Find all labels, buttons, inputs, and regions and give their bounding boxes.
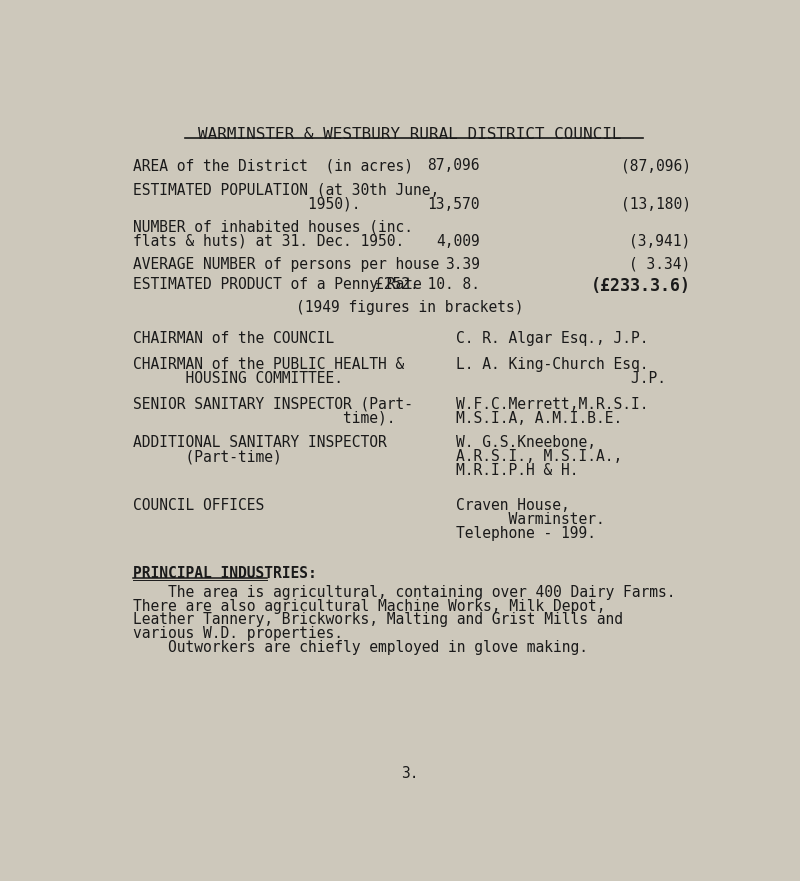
Text: CHAIRMAN of the PUBLIC HEALTH &: CHAIRMAN of the PUBLIC HEALTH & xyxy=(133,357,404,372)
Text: flats & huts) at 31. Dec. 1950.: flats & huts) at 31. Dec. 1950. xyxy=(133,233,404,248)
Text: ESTIMATED PRODUCT of a Penny Rate: ESTIMATED PRODUCT of a Penny Rate xyxy=(133,277,422,292)
Text: HOUSING COMMITTEE.: HOUSING COMMITTEE. xyxy=(133,371,342,386)
Text: (£233.3.6): (£233.3.6) xyxy=(590,277,690,294)
Text: J.P.: J.P. xyxy=(457,371,666,386)
Text: 4,009: 4,009 xyxy=(436,233,480,248)
Text: Craven House,: Craven House, xyxy=(457,499,570,514)
Text: PRINCIPAL INDUSTRIES:: PRINCIPAL INDUSTRIES: xyxy=(133,566,316,581)
Text: Warminster.: Warminster. xyxy=(457,512,606,528)
Text: NUMBER of inhabited houses (inc.: NUMBER of inhabited houses (inc. xyxy=(133,219,413,234)
Text: WARMINSTER & WESTBURY RURAL DISTRICT COUNCIL: WARMINSTER & WESTBURY RURAL DISTRICT COU… xyxy=(198,127,622,142)
Text: 3.: 3. xyxy=(402,766,418,781)
Text: SENIOR SANITARY INSPECTOR (Part-: SENIOR SANITARY INSPECTOR (Part- xyxy=(133,396,413,411)
Text: M.R.I.P.H & H.: M.R.I.P.H & H. xyxy=(457,463,579,478)
Text: AVERAGE NUMBER of persons per house: AVERAGE NUMBER of persons per house xyxy=(133,256,438,271)
Text: (1949 figures in brackets): (1949 figures in brackets) xyxy=(296,300,524,315)
Text: 3.39: 3.39 xyxy=(445,256,480,271)
Text: 1950).: 1950). xyxy=(133,196,360,211)
Text: Outworkers are chiefly employed in glove making.: Outworkers are chiefly employed in glove… xyxy=(133,640,587,655)
Text: ESTIMATED POPULATION (at 30th June,: ESTIMATED POPULATION (at 30th June, xyxy=(133,182,438,197)
Text: (Part-time): (Part-time) xyxy=(133,449,282,464)
Text: (13,180): (13,180) xyxy=(621,196,690,211)
Text: Leather Tannery, Brickworks, Malting and Grist Mills and: Leather Tannery, Brickworks, Malting and… xyxy=(133,612,622,627)
Text: (87,096): (87,096) xyxy=(621,158,690,173)
Text: W. G.S.Kneebone,: W. G.S.Kneebone, xyxy=(457,435,597,450)
Text: M.S.I.A, A.M.I.B.E.: M.S.I.A, A.M.I.B.E. xyxy=(457,411,622,426)
Text: ( 3.34): ( 3.34) xyxy=(630,256,690,271)
Text: 87,096: 87,096 xyxy=(427,158,480,173)
Text: The area is agricultural, containing over 400 Dairy Farms.: The area is agricultural, containing ove… xyxy=(133,585,675,600)
Text: time).: time). xyxy=(133,411,395,426)
Text: There are also agricultural Machine Works, Milk Depot,: There are also agricultural Machine Work… xyxy=(133,598,605,613)
Text: (3,941): (3,941) xyxy=(630,233,690,248)
Text: CHAIRMAN of the COUNCIL: CHAIRMAN of the COUNCIL xyxy=(133,330,334,345)
Text: £252. 10. 8.: £252. 10. 8. xyxy=(374,277,480,292)
Text: AREA of the District  (in acres): AREA of the District (in acres) xyxy=(133,158,413,173)
Text: Telephone - 199.: Telephone - 199. xyxy=(457,526,597,541)
Text: C. R. Algar Esq., J.P.: C. R. Algar Esq., J.P. xyxy=(457,330,649,345)
Text: ADDITIONAL SANITARY INSPECTOR: ADDITIONAL SANITARY INSPECTOR xyxy=(133,435,386,450)
Text: A.R.S.I., M.S.I.A.,: A.R.S.I., M.S.I.A., xyxy=(457,449,622,464)
Text: COUNCIL OFFICES: COUNCIL OFFICES xyxy=(133,499,264,514)
Text: 13,570: 13,570 xyxy=(427,196,480,211)
Text: various W.D. properties.: various W.D. properties. xyxy=(133,626,342,641)
Text: W.F.C.Merrett,M.R.S.I.: W.F.C.Merrett,M.R.S.I. xyxy=(457,396,649,411)
Text: L. A. King-Church Esq.: L. A. King-Church Esq. xyxy=(457,357,649,372)
